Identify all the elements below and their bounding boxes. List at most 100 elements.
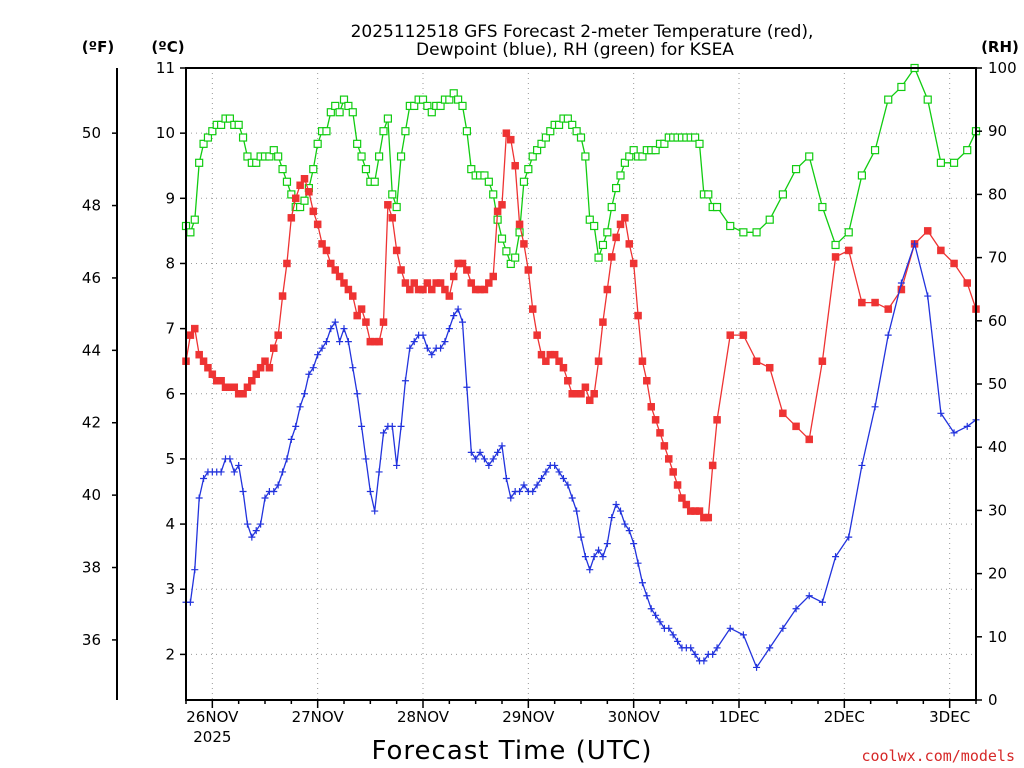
dewpoint-point: [480, 455, 488, 463]
rh-point: [506, 259, 515, 269]
dewpoint-point: [314, 351, 322, 359]
dewpoint-point: [551, 461, 559, 469]
rh-point: [326, 108, 335, 117]
rh-unit-label: (RH): [981, 38, 1019, 56]
celsius-tick-label: 11: [156, 59, 175, 77]
dewpoint-point: [937, 409, 945, 417]
rh-point: [353, 139, 362, 148]
rh-point: [598, 240, 608, 250]
temperature-point: [950, 259, 958, 268]
fahrenheit-tick-label: 36: [82, 631, 101, 649]
rh-point: [515, 228, 524, 237]
rh-point: [208, 127, 217, 136]
rh-point: [195, 158, 204, 167]
temperature-point: [550, 350, 559, 359]
rh-point: [563, 114, 572, 123]
dewpoint-point: [450, 312, 458, 320]
dewpoint-point: [599, 553, 607, 561]
temperature-point: [410, 279, 418, 287]
temperature-point: [858, 298, 866, 307]
dewpoint-point: [542, 468, 550, 476]
dewpoint-point: [805, 592, 813, 600]
dewpoint-point: [700, 657, 708, 665]
dewpoint-point: [573, 507, 581, 515]
celsius-tick-label: 7: [165, 320, 175, 338]
rh-point: [568, 120, 577, 129]
temperature-point: [397, 266, 405, 274]
temperature-point: [542, 357, 550, 365]
rh-point: [379, 127, 388, 136]
temperature-point: [625, 240, 634, 248]
rh-point: [331, 101, 340, 111]
rh-point: [572, 127, 581, 136]
temperature-point: [765, 363, 774, 372]
dewpoint-point: [327, 325, 335, 333]
temperature-point: [379, 318, 388, 326]
temperature-point: [520, 240, 528, 248]
rh-point: [287, 190, 296, 199]
rh-point: [388, 190, 397, 199]
temperature-point: [629, 259, 638, 268]
rh-point: [445, 95, 454, 104]
x-tick-label: 29NOV: [502, 708, 555, 726]
rh-point: [695, 139, 704, 148]
temperature-point: [261, 357, 269, 365]
dewpoint-point: [538, 474, 545, 482]
rh-point: [357, 152, 366, 161]
dewpoint-point: [555, 468, 563, 476]
fahrenheit-tick-label: 38: [82, 559, 101, 577]
dewpoint-point: [406, 344, 414, 352]
dewpoint-point: [494, 448, 502, 456]
temperature-point: [283, 259, 291, 268]
temperature-point: [713, 416, 721, 424]
celsius-tick-label: 6: [165, 385, 175, 403]
rh-point: [511, 253, 520, 262]
temperature-point: [612, 233, 620, 242]
dewpoint-point: [445, 325, 453, 333]
rh-point: [274, 152, 283, 161]
temperature-point: [449, 272, 458, 281]
x-tick-label: 2DEC: [824, 708, 865, 726]
dewpoint-point: [687, 644, 695, 652]
rh-point: [502, 247, 511, 256]
dewpoint-point: [459, 318, 466, 326]
rh-point: [607, 202, 616, 212]
temperature-point: [309, 207, 318, 216]
dewpoint-point: [305, 370, 313, 378]
rh-point: [335, 108, 344, 117]
rh-point: [778, 190, 787, 199]
rh-point: [704, 190, 713, 199]
temperature-point: [485, 279, 493, 287]
dewpoint-point: [630, 540, 638, 548]
rh-tick-label: 20: [988, 565, 1007, 583]
rh-point: [313, 139, 322, 148]
rh-point: [436, 101, 445, 111]
dewpoint-point: [529, 488, 537, 496]
rh-point: [458, 101, 467, 111]
temperature-point: [357, 305, 366, 313]
temperature-point: [353, 311, 361, 320]
rh-point: [418, 95, 428, 104]
gridlines: [186, 68, 976, 700]
dewpoint-point: [195, 494, 203, 502]
temperature-point: [586, 396, 594, 405]
temperature-point: [616, 220, 625, 229]
temperature-point: [239, 390, 247, 398]
dewpoint-point: [577, 533, 585, 541]
temperature-point: [656, 429, 664, 437]
dewpoint-point: [388, 422, 396, 430]
rh-tick-label: 40: [988, 438, 1007, 456]
dewpoint-point: [832, 553, 840, 561]
temperature-point: [388, 214, 397, 222]
dewpoint-point: [507, 494, 515, 502]
temperature-point: [335, 272, 344, 281]
temperature-point: [603, 285, 612, 294]
rh-point: [497, 234, 507, 243]
chart-title-line-2: Dewpoint (blue), RH (green) for KSEA: [416, 40, 734, 60]
celsius-tick-label: 5: [165, 450, 175, 468]
fahrenheit-tick-label: 44: [82, 341, 101, 359]
temperature-point: [647, 403, 655, 411]
rh-point: [537, 139, 546, 148]
temperature-point: [726, 331, 734, 339]
rh-point: [651, 146, 660, 155]
